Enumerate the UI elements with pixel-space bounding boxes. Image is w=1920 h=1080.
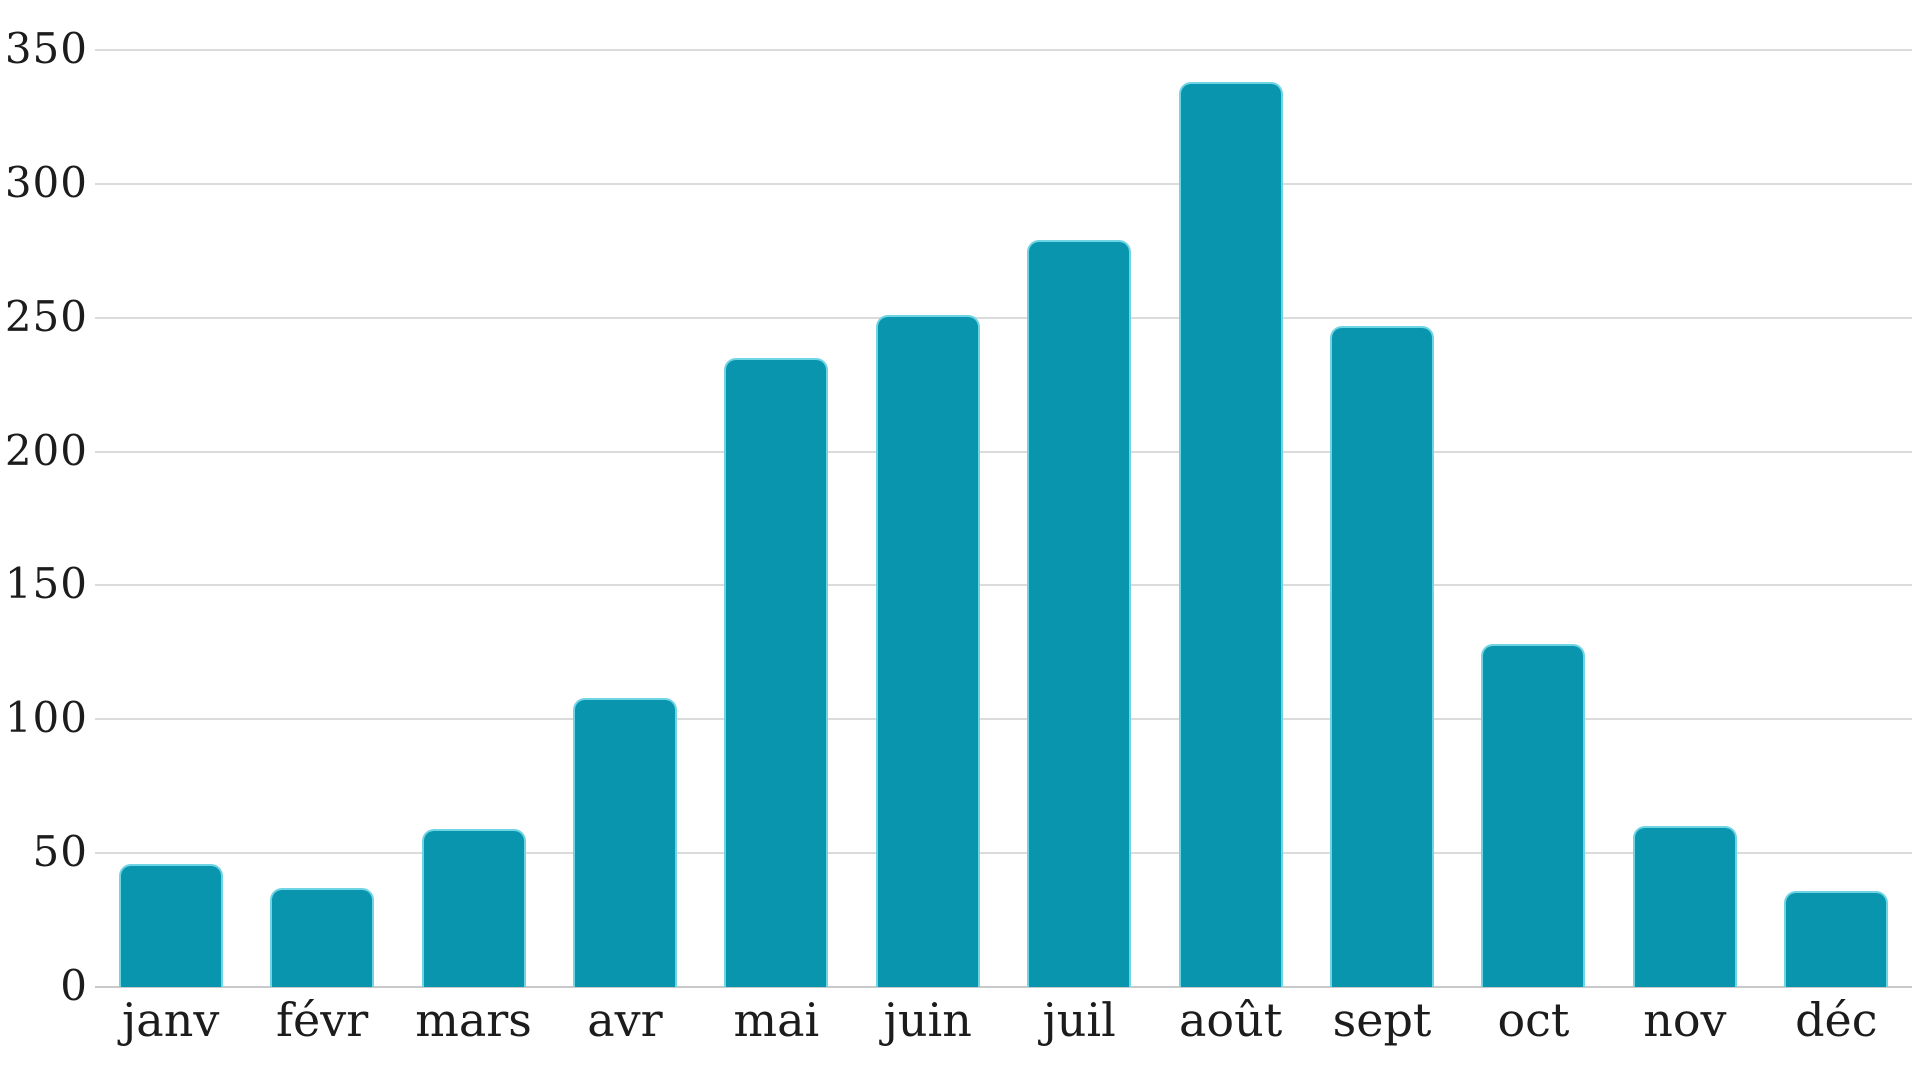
y-tick-label: 150 <box>4 559 88 609</box>
bar-sept <box>1330 325 1435 987</box>
gridline <box>95 450 1912 453</box>
y-tick-label: 200 <box>4 425 88 475</box>
x-tick-label: oct <box>1497 993 1570 1047</box>
bar-juil <box>1027 240 1132 987</box>
bar-aout <box>1178 82 1283 987</box>
x-tick-label: mai <box>733 993 820 1047</box>
x-tick-label: sept <box>1332 993 1432 1047</box>
gridline <box>95 316 1912 319</box>
y-tick-label: 350 <box>4 24 88 74</box>
gridline <box>95 852 1912 855</box>
y-tick-label: 50 <box>32 827 88 877</box>
gridline <box>95 718 1912 721</box>
x-tick-label: juil <box>1042 993 1116 1047</box>
x-tick-label: nov <box>1643 993 1727 1047</box>
gridline <box>95 182 1912 185</box>
y-tick-label: 250 <box>4 291 88 341</box>
x-tick-label: févr <box>275 993 369 1047</box>
bar-dec <box>1784 890 1889 987</box>
x-tick-label: déc <box>1795 993 1878 1047</box>
bar-mars <box>421 829 526 987</box>
bar-janv <box>118 863 223 987</box>
x-tick-label: juin <box>883 993 972 1047</box>
bar-nov <box>1632 826 1737 987</box>
bar-oct <box>1481 644 1586 987</box>
x-axis-baseline <box>95 986 1912 988</box>
bar-mai <box>724 357 829 987</box>
gridline <box>95 584 1912 587</box>
x-tick-label: avr <box>587 993 663 1047</box>
bar-fevr <box>270 887 375 987</box>
bar-avr <box>572 697 677 987</box>
y-tick-label: 300 <box>4 158 88 208</box>
x-tick-label: août <box>1178 993 1283 1047</box>
gridline <box>95 49 1912 51</box>
bar-juin <box>875 315 980 987</box>
y-tick-label: 0 <box>60 961 88 1011</box>
y-tick-label: 100 <box>4 693 88 743</box>
x-tick-label: mars <box>415 993 532 1047</box>
x-tick-label: janv <box>122 993 220 1047</box>
